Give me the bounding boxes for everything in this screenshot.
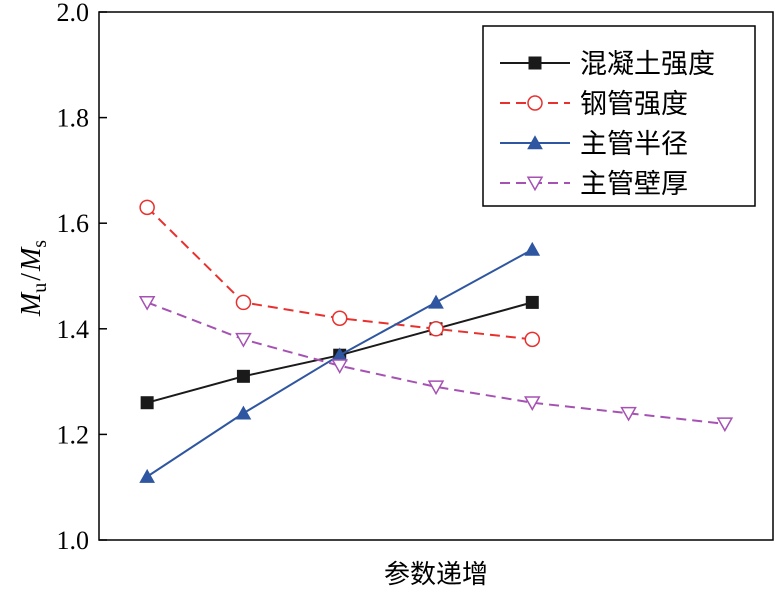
data-point <box>139 199 155 216</box>
y-label-main: M <box>16 291 47 317</box>
legend-label: 钢管强度 <box>580 89 688 120</box>
y-axis-ticks: 1.0 1.2 1.4 1.6 1.8 2.0 <box>57 0 107 555</box>
data-point <box>236 369 250 383</box>
series-layer <box>138 199 734 483</box>
legend-swatch-marker <box>526 176 544 192</box>
legend-item: 主管壁厚 <box>500 169 688 200</box>
x-axis-label: 参数递增 <box>384 560 488 590</box>
legend-label: 主管壁厚 <box>580 169 688 200</box>
y-label-sub1: u <box>29 283 51 293</box>
data-point <box>620 406 637 422</box>
y-label-slash: / <box>16 273 47 281</box>
y-tick-label: 1.4 <box>57 315 90 344</box>
data-point <box>428 294 444 309</box>
data-point <box>235 405 252 420</box>
y-tick-label: 1.2 <box>57 420 90 449</box>
legend-item: 钢管强度 <box>500 89 688 120</box>
data-point <box>331 310 348 326</box>
legend-label: 主管半径 <box>580 129 688 160</box>
legend-swatch-marker <box>527 135 543 150</box>
data-point <box>331 359 348 374</box>
series-line <box>146 301 725 425</box>
series-3 <box>139 241 541 483</box>
y-tick-label: 1.8 <box>57 104 90 133</box>
series-2 <box>139 199 541 348</box>
y-axis-label: Mu/Ms <box>16 240 51 317</box>
data-point <box>427 380 445 396</box>
data-point <box>524 396 541 411</box>
legend-item: 主管半径 <box>500 129 688 160</box>
y-tick-label: 1.6 <box>57 209 90 238</box>
legend-swatch-marker <box>528 56 542 70</box>
series-4 <box>138 295 734 433</box>
legend-item: 混凝土强度 <box>500 49 715 80</box>
data-point <box>525 295 539 309</box>
data-point <box>235 332 252 348</box>
data-point <box>235 294 252 311</box>
data-point <box>716 417 734 433</box>
data-point <box>139 468 155 483</box>
y-label-main2: M <box>16 246 47 272</box>
data-point <box>524 241 541 256</box>
legend-label: 混凝土强度 <box>580 49 715 80</box>
data-point <box>428 321 444 337</box>
data-point <box>138 295 156 311</box>
data-point <box>140 396 154 410</box>
svg-text:Mu/Ms: Mu/Ms <box>16 240 51 317</box>
y-label-sub2: s <box>29 240 51 248</box>
y-tick-label: 1.0 <box>57 526 90 555</box>
plot-frame <box>98 11 774 541</box>
y-tick-label: 2.0 <box>57 0 90 27</box>
data-point <box>524 331 541 348</box>
legend-box <box>482 25 756 207</box>
legend-swatch-marker <box>527 95 543 111</box>
